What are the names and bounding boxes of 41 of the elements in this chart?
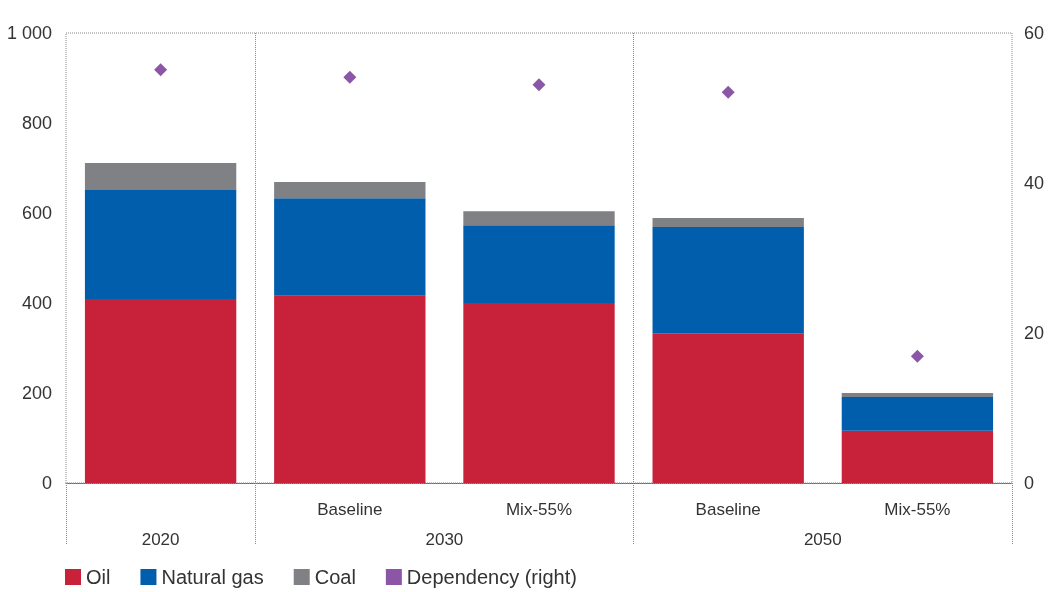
bar — [463, 211, 615, 226]
legend-label: Dependency (right) — [406, 566, 577, 588]
y2-tick-label: 60 — [1024, 23, 1045, 43]
y-tick-label: 800 — [21, 113, 52, 133]
bar — [652, 217, 804, 227]
bar — [652, 226, 804, 334]
bar — [841, 430, 994, 483]
bar — [274, 181, 426, 199]
y2-tick-label: 0 — [1024, 473, 1035, 493]
y-tick-label: 1 000 — [6, 23, 52, 43]
text: 2030 — [425, 530, 464, 549]
legend-label: Natural gas — [161, 566, 264, 588]
legend-label: Oil — [86, 566, 111, 588]
y-tick-label: 0 — [41, 473, 52, 493]
y-tick-label: 400 — [21, 293, 52, 313]
bar — [463, 303, 615, 483]
text: 2020 — [141, 530, 180, 549]
point — [154, 63, 168, 77]
bar — [84, 190, 237, 299]
point — [343, 70, 357, 84]
y2-tick-label: 40 — [1024, 173, 1045, 193]
y2-tick-label: 20 — [1024, 323, 1045, 343]
text: 2050 — [803, 530, 842, 549]
bar — [841, 397, 994, 431]
point — [910, 349, 924, 363]
point — [721, 85, 735, 99]
bar — [841, 393, 994, 398]
x-tick-label: Mix-55% — [884, 500, 951, 519]
x-tick-label: Baseline — [695, 500, 761, 519]
bar — [274, 198, 426, 296]
bar — [463, 225, 615, 303]
x-tick-label: Mix-55% — [505, 500, 573, 519]
legend-label: Coal — [314, 566, 356, 588]
y-tick-label: 600 — [21, 203, 52, 223]
bar — [84, 298, 237, 483]
bar — [84, 163, 237, 191]
bar — [652, 333, 804, 483]
point — [532, 78, 546, 92]
x-tick-label: Baseline — [317, 500, 383, 519]
bar — [274, 295, 426, 483]
y-tick-label: 200 — [21, 383, 52, 403]
